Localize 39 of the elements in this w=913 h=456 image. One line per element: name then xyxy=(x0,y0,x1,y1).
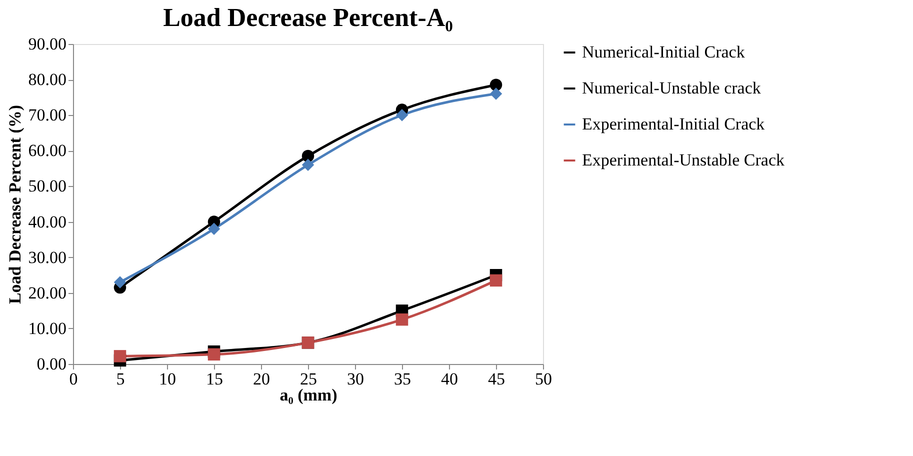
y-tick-label: 50.00 xyxy=(28,176,66,196)
point xyxy=(114,276,126,288)
point xyxy=(396,313,408,326)
legend-label: Experimental-Unstable Crack xyxy=(582,150,786,170)
legend-label: Experimental-Initial Crack xyxy=(582,114,766,134)
point xyxy=(114,350,126,362)
x-tick-label: 30 xyxy=(347,370,364,388)
x-tick-label: 5 xyxy=(116,370,125,388)
point xyxy=(396,108,408,122)
x-tick-label: 0 xyxy=(69,370,78,388)
x-tick-label: 20 xyxy=(253,370,270,388)
y-tick-label: 40.00 xyxy=(28,212,66,232)
y-axis-title: Load Decrease Percent (%) xyxy=(5,104,24,304)
point xyxy=(302,150,314,162)
x-tick-label: 45 xyxy=(488,370,505,388)
legend-label: Numerical-Initial Crack xyxy=(582,42,746,62)
y-tick-label: 10.00 xyxy=(28,318,66,338)
chart-title: Load Decrease Percent-A₀ xyxy=(163,3,454,32)
x-axis-title: a₀ (mm) xyxy=(280,386,338,404)
legend-label: Numerical-Unstable crack xyxy=(582,78,762,98)
point xyxy=(490,274,502,287)
y-tick-label: 70.00 xyxy=(28,106,66,125)
x-tick-label: 50 xyxy=(535,370,552,388)
x-tick-label: 35 xyxy=(394,370,411,388)
x-tick-label: 15 xyxy=(206,370,223,388)
x-tick-label: 10 xyxy=(159,370,176,388)
y-tick-label: 0.00 xyxy=(36,354,66,374)
point xyxy=(490,78,502,91)
x-tick-label: 25 xyxy=(300,370,317,388)
y-tick-label: 90.00 xyxy=(28,34,66,54)
y-tick-label: 30.00 xyxy=(28,248,66,267)
y-tick-label: 80.00 xyxy=(28,70,66,90)
x-tick-label: 40 xyxy=(441,370,458,388)
point xyxy=(208,222,220,236)
y-tick-label: 20.00 xyxy=(28,283,66,302)
point xyxy=(490,88,502,100)
point xyxy=(208,348,220,361)
y-tick-label: 60.00 xyxy=(28,141,66,160)
point xyxy=(302,158,314,172)
